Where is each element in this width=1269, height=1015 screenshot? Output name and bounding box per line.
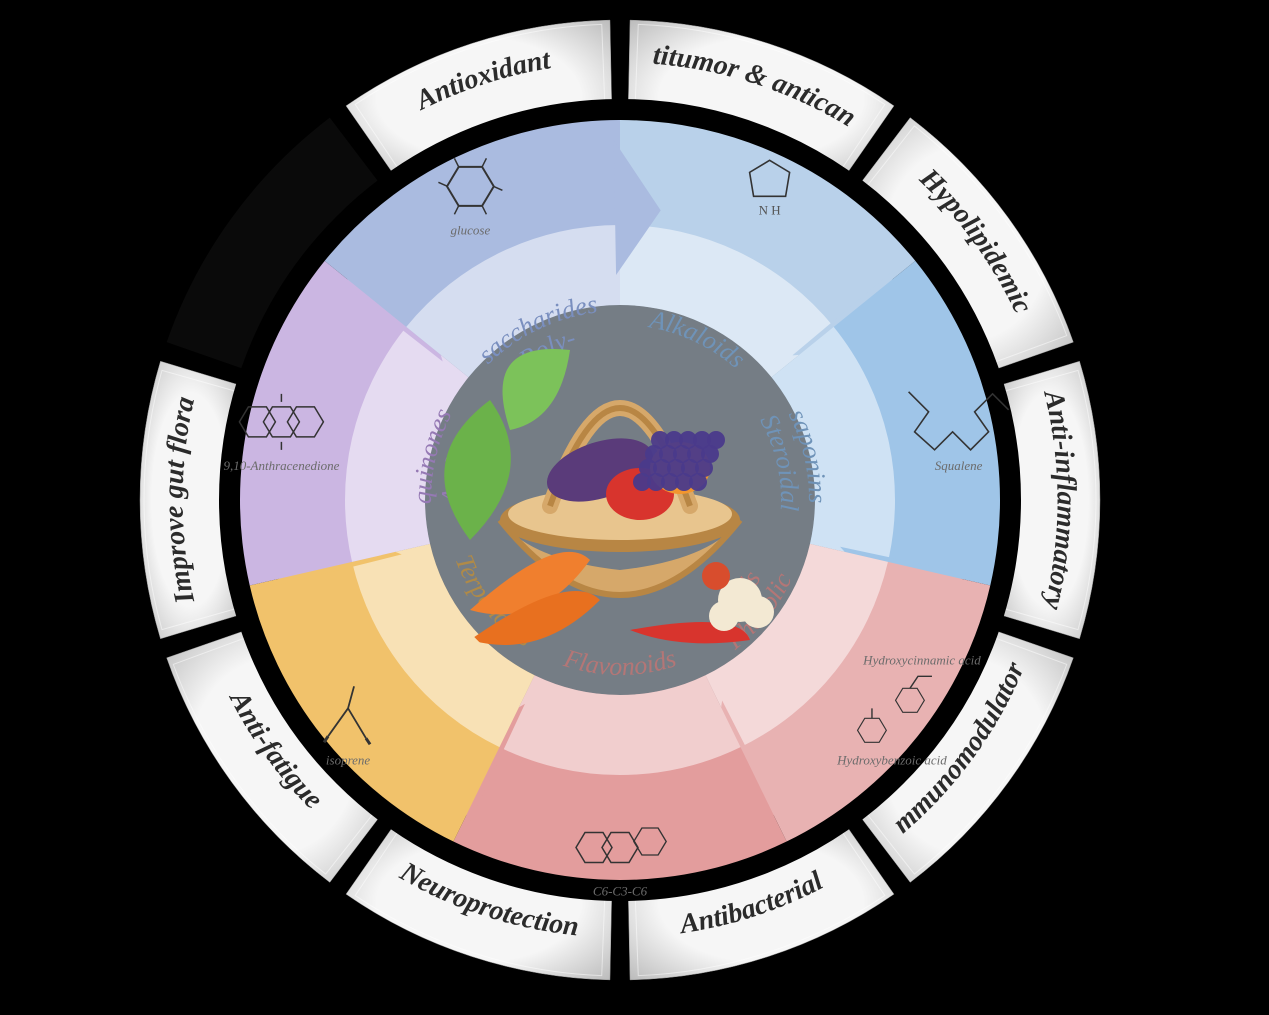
chem-label: 9,10-Anthracenedione — [223, 458, 339, 473]
chem-label: C6-C3-C6 — [593, 884, 648, 899]
chem-label: Squalene — [935, 458, 983, 473]
diagram-stage: AntioxidantAntitumor & anticancerHypolip… — [0, 0, 1269, 1015]
chem-label: glucose — [451, 222, 491, 237]
chem-label: isoprene — [326, 752, 371, 767]
chem-label: Hydroxycinnamic acid — [862, 652, 981, 667]
chem-label: Hydroxybenzoic acid — [836, 752, 947, 767]
radial-svg: AntioxidantAntitumor & anticancerHypolip… — [0, 0, 1269, 1015]
svg-text:N H: N H — [759, 202, 781, 217]
